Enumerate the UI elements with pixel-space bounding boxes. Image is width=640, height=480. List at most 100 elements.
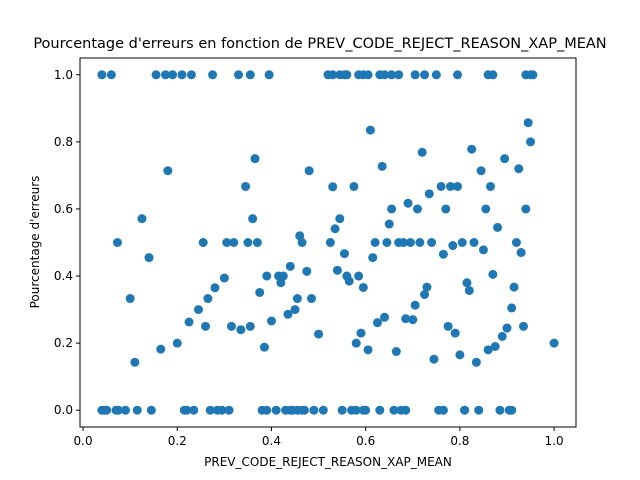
- scatter-point: [290, 305, 300, 315]
- scatter-point: [460, 405, 470, 415]
- scatter-point: [521, 204, 531, 214]
- scatter-point: [478, 245, 488, 255]
- scatter-point: [483, 345, 493, 355]
- scatter-point: [351, 338, 361, 348]
- scatter-point: [382, 238, 392, 247]
- scatter-point: [186, 70, 196, 80]
- scatter-point: [398, 238, 408, 247]
- scatter-point: [198, 238, 208, 247]
- scatter-point: [151, 70, 161, 80]
- scatter-point: [526, 70, 536, 80]
- y-axis-label: Pourcentage d'erreurs: [28, 176, 42, 309]
- scatter-point: [363, 345, 373, 355]
- scatter-point: [488, 70, 498, 80]
- scatter-point: [507, 303, 517, 313]
- scatter-point: [429, 354, 439, 364]
- scatter-point: [168, 70, 178, 80]
- scatter-point: [445, 181, 455, 191]
- scatter-point: [262, 405, 272, 415]
- scatter-point: [526, 137, 536, 147]
- scatter-point: [488, 269, 498, 279]
- scatter-point: [137, 214, 147, 224]
- scatter-point: [453, 70, 463, 80]
- scatter-point: [283, 309, 293, 319]
- scatter-point: [210, 283, 220, 293]
- scatter-point: [302, 266, 312, 276]
- scatter-point: [401, 405, 411, 415]
- scatter-point: [193, 305, 203, 315]
- x-tick-label: 0.6: [356, 434, 375, 448]
- scatter-point: [271, 405, 281, 415]
- scatter-point: [500, 154, 510, 164]
- scatter-point: [387, 204, 397, 214]
- scatter-point: [144, 253, 154, 263]
- scatter-point: [245, 70, 255, 80]
- scatter-point: [132, 405, 142, 415]
- scatter-point: [443, 321, 453, 331]
- scatter-point: [507, 405, 517, 415]
- scatter-point: [234, 70, 243, 80]
- scatter-point: [514, 164, 524, 174]
- scatter-point: [243, 238, 253, 247]
- scatter-point: [516, 248, 526, 258]
- scatter-point: [262, 271, 272, 281]
- scatter-point: [344, 276, 354, 286]
- y-tick-label: 0.2: [54, 336, 73, 350]
- scatter-point: [325, 238, 335, 247]
- scatter-point: [438, 249, 448, 259]
- y-axis-ticks: 0.0 0.2 0.4 0.6 0.8 1.0: [54, 68, 80, 417]
- scatter-point: [342, 70, 352, 80]
- scatter-point: [120, 405, 130, 415]
- scatter-point: [292, 294, 302, 304]
- scatter-point: [146, 405, 156, 415]
- scatter-point: [417, 147, 427, 157]
- scatter-point: [248, 214, 258, 224]
- scatter-point: [511, 238, 521, 247]
- scatter-point: [384, 219, 394, 229]
- scatter-point: [332, 265, 342, 275]
- scatter-point: [408, 315, 418, 325]
- scatter-point: [339, 249, 349, 259]
- y-tick-label: 0.0: [54, 403, 73, 417]
- scatter-point: [250, 154, 260, 164]
- scatter-point: [455, 350, 465, 360]
- scatter-point: [427, 238, 437, 247]
- y-tick-label: 0.4: [54, 269, 73, 283]
- scatter-point: [394, 70, 404, 80]
- scatter-point: [314, 329, 324, 339]
- scatter-point: [354, 271, 364, 281]
- scatter-point: [318, 405, 328, 415]
- scatter-point: [245, 321, 255, 331]
- scatter-point: [337, 405, 347, 415]
- scatter-point: [495, 405, 505, 415]
- scatter-point: [413, 204, 422, 214]
- scatter-point: [189, 405, 199, 415]
- scatter-point: [335, 214, 345, 224]
- scatter-point: [358, 405, 368, 415]
- scatter-point: [203, 294, 213, 304]
- plot-points: [97, 70, 559, 415]
- scatter-point: [380, 70, 390, 80]
- scatter-point: [356, 328, 366, 338]
- y-tick-label: 0.8: [54, 135, 73, 149]
- scatter-point: [410, 300, 420, 310]
- scatter-point: [278, 271, 288, 281]
- scatter-point: [363, 70, 373, 80]
- scatter-point: [380, 312, 390, 322]
- x-tick-label: 0.8: [450, 434, 469, 448]
- scatter-point: [182, 405, 192, 415]
- scatter-point: [436, 181, 446, 191]
- scatter-point: [297, 405, 307, 415]
- scatter-point: [462, 278, 472, 288]
- scatter-point: [177, 70, 187, 80]
- scatter-point: [509, 282, 519, 292]
- scatter-point: [387, 70, 397, 80]
- scatter-point: [389, 405, 399, 415]
- scatter-point: [368, 253, 378, 263]
- scatter-point: [448, 241, 458, 251]
- scatter-point: [184, 317, 194, 327]
- scatter-point: [391, 347, 401, 357]
- x-tick-label: 1.0: [545, 434, 564, 448]
- scatter-point: [226, 321, 236, 331]
